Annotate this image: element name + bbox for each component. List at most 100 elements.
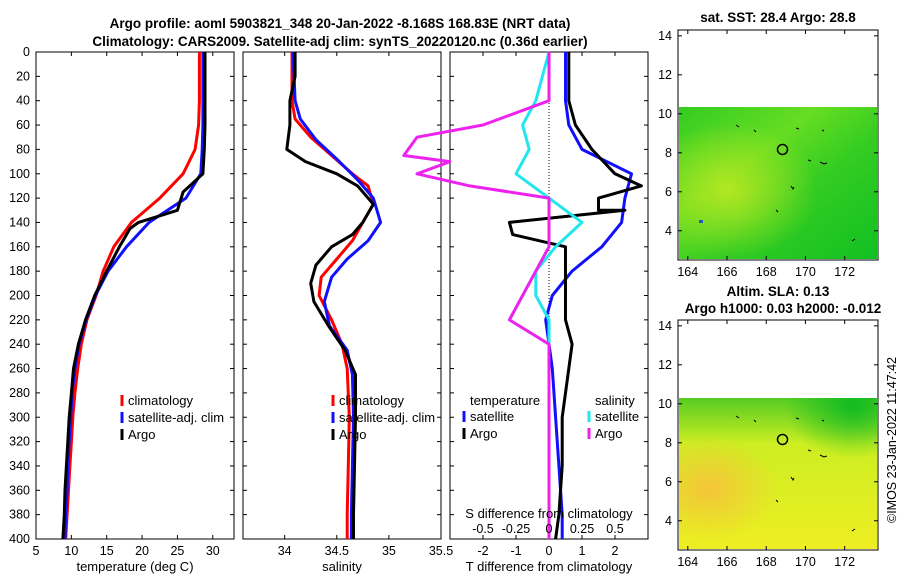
copyright: ©IMOS 23-Jan-2022 11:47:42 <box>885 357 899 523</box>
sst-blue-pixel <box>699 220 703 223</box>
sst-map-ticks: 164 166 168 170 172 4 6 8 10 12 14 <box>658 29 878 279</box>
y-tick-label: 320 <box>9 435 30 449</box>
y-tick-label: 120 <box>9 191 30 205</box>
series-line-argo <box>285 52 375 539</box>
legend-label-t-argo: Argo <box>470 426 497 441</box>
x-tick-label: 35 <box>382 544 396 558</box>
y-tick-label: 100 <box>9 167 30 181</box>
map-x-tick-label: 168 <box>756 265 777 279</box>
legend-label-argo: Argo <box>128 427 155 442</box>
map-y-tick-label: 10 <box>658 107 672 121</box>
difference-panel: -2 -1 0 1 2T difference from climatology <box>402 51 649 574</box>
series-line-s-argo <box>402 52 551 539</box>
x-tick-label: 10 <box>64 544 78 558</box>
y-tick-label: 260 <box>9 362 30 376</box>
sst-map-title: sat. SST: 28.4 Argo: 28.8 <box>700 10 856 25</box>
salinity-legend: climatology satellite-adj. clim Argo <box>331 393 435 442</box>
s-tick-label: 0.5 <box>606 522 623 536</box>
map-x-tick-label: 172 <box>834 265 855 279</box>
x-tick-label: -1 <box>510 544 521 558</box>
x-tick-label: 25 <box>170 544 184 558</box>
s-tick-label: -0.5 <box>472 522 494 536</box>
legend-label-satellite: satellite-adj. clim <box>339 410 435 425</box>
sla-map-ticks: 164 166 168 170 172 4 6 8 10 12 14 <box>658 319 878 569</box>
s-difference-label: S difference from climatology <box>465 506 633 521</box>
y-tick-label: 140 <box>9 215 30 229</box>
x-tick-label: 20 <box>135 544 149 558</box>
x-tick-label: 5 <box>33 544 40 558</box>
y-tick-label: 240 <box>9 337 30 351</box>
legend-label-climatology: climatology <box>339 393 405 408</box>
sla-map-subtitle: Argo h1000: 0.03 h2000: -0.012 <box>685 301 882 316</box>
map-y-tick-label: 8 <box>665 146 672 160</box>
legend-label-s-satellite: satellite <box>595 409 639 424</box>
legend-title-temperature: temperature <box>470 393 540 408</box>
y-tick-label: 400 <box>9 532 30 546</box>
plot-frame <box>242 51 442 540</box>
y-tick-label: 340 <box>9 459 30 473</box>
map-x-tick-label: 164 <box>677 555 698 569</box>
map-y-tick-label: 6 <box>665 185 672 199</box>
x-axis-label: temperature (deg C) <box>76 559 193 574</box>
legend-label-satellite: satellite-adj. clim <box>128 410 224 425</box>
y-tick-label: 280 <box>9 386 30 400</box>
legend-label-t-satellite: satellite <box>470 409 514 424</box>
salinity-panel: 34 34.5 35 35.5 salinity <box>242 51 453 574</box>
figure-title-line2: Climatology: CARS2009. Satellite-adj cli… <box>92 34 587 49</box>
x-axis-label: salinity <box>322 559 362 574</box>
map-x-tick-label: 170 <box>795 265 816 279</box>
x-tick-label: 15 <box>100 544 114 558</box>
map-y-tick-label: 6 <box>665 475 672 489</box>
map-x-tick-label: 172 <box>834 555 855 569</box>
temperature-legend: climatology satellite-adj. clim Argo <box>120 393 224 442</box>
island-outlines <box>735 124 856 242</box>
y-tick-label: 0 <box>23 45 30 59</box>
x-tick-label: 34.5 <box>325 544 349 558</box>
difference-legend: temperature satellite Argo salinity sate… <box>462 393 639 441</box>
legend-title-salinity: salinity <box>595 393 635 408</box>
sst-map: 164 166 168 170 172 4 6 8 10 12 14 <box>658 29 879 279</box>
x-tick-label: 35.5 <box>429 544 453 558</box>
sla-green-patch <box>679 398 877 549</box>
x-axis-label: T difference from climatology <box>466 559 633 574</box>
series-line-t-argo <box>507 52 643 540</box>
map-y-tick-label: 10 <box>658 397 672 411</box>
figure-title-line1: Argo profile: aoml 5903821_348 20-Jan-20… <box>110 16 571 31</box>
argo-position-marker <box>776 143 789 156</box>
y-tick-label: 360 <box>9 483 30 497</box>
x-tick-label: 1 <box>579 544 586 558</box>
sla-map-title: Altim. SLA: 0.13 <box>727 284 830 299</box>
map-x-tick-label: 164 <box>677 265 698 279</box>
map-y-tick-label: 4 <box>665 224 672 238</box>
map-y-tick-label: 8 <box>665 436 672 450</box>
s-tick-label: 0 <box>546 522 553 536</box>
y-tick-label: 160 <box>9 240 30 254</box>
x-tick-label: 30 <box>206 544 220 558</box>
y-tick-label: 60 <box>16 118 30 132</box>
y-tick-label: 200 <box>9 289 30 303</box>
series-line-satellite-adj-clim <box>291 51 383 539</box>
sst-warm-patch <box>679 107 877 259</box>
y-tick-label: 180 <box>9 264 30 278</box>
y-tick-label: 40 <box>16 94 30 108</box>
map-y-tick-label: 12 <box>658 68 672 82</box>
map-x-tick-label: 166 <box>717 265 738 279</box>
map-x-tick-label: 168 <box>756 555 777 569</box>
series-line-t-satellite <box>544 52 633 539</box>
map-y-tick-label: 4 <box>665 514 672 528</box>
x-tick-label: 34 <box>278 544 292 558</box>
series-line-climatology <box>290 52 375 539</box>
s-difference-ticks: -0.5 -0.25 0 0.25 0.5 <box>472 522 624 536</box>
x-tick-label: 0 <box>546 544 553 558</box>
map-y-tick-label: 14 <box>658 29 672 43</box>
island-outlines <box>735 415 856 532</box>
map-x-tick-label: 170 <box>795 555 816 569</box>
x-tick-label: 2 <box>612 544 619 558</box>
s-tick-label: 0.25 <box>570 522 594 536</box>
argo-position-marker <box>776 433 789 446</box>
x-tick-label: -2 <box>477 544 488 558</box>
legend-label-s-argo: Argo <box>595 426 622 441</box>
y-tick-label: 80 <box>16 142 30 156</box>
legend-label-argo: Argo <box>339 427 366 442</box>
